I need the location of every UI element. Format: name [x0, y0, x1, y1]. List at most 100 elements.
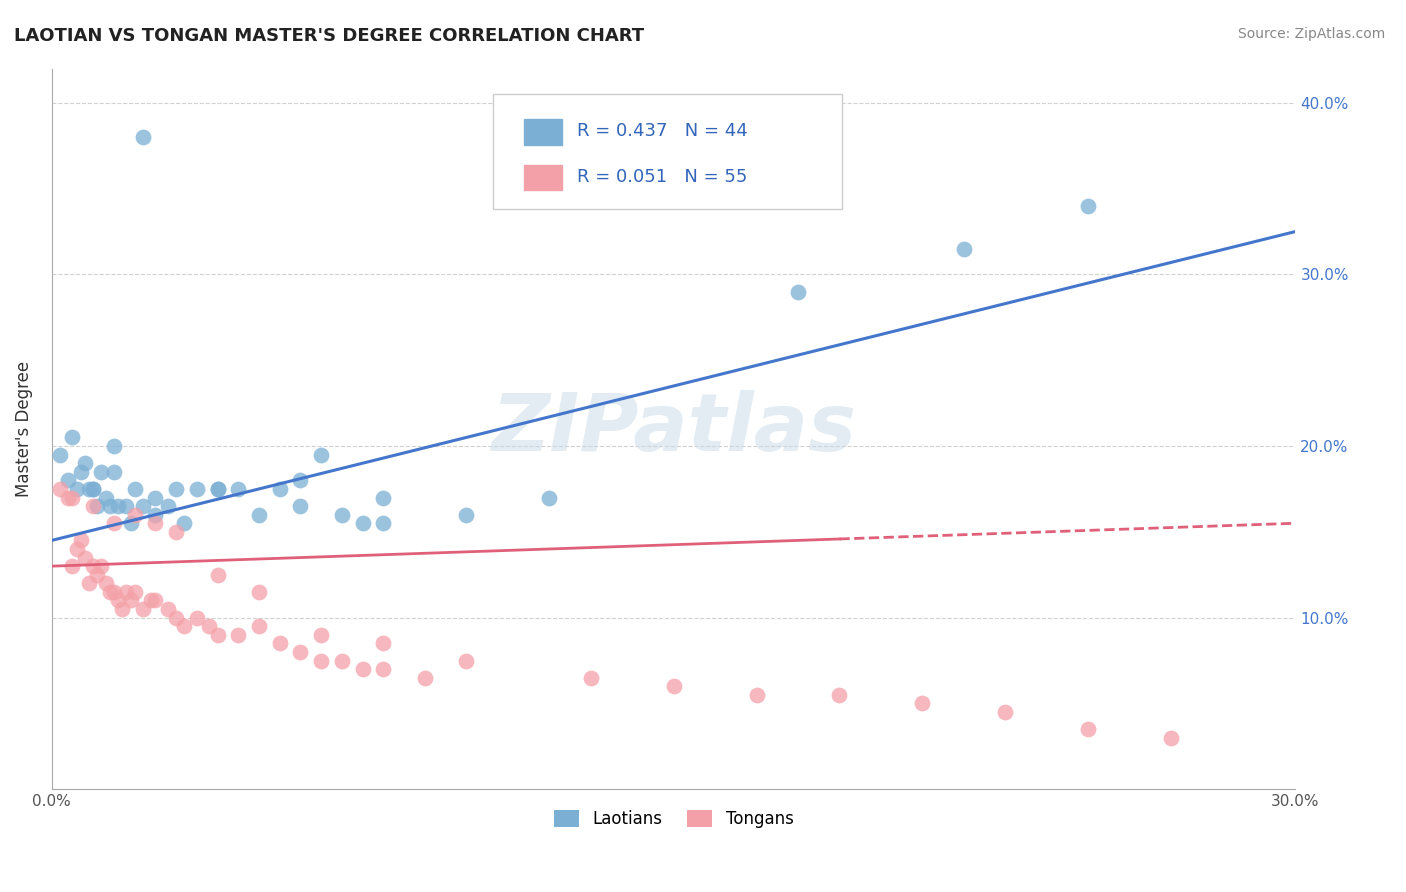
Point [132, 499, 155, 513]
Point [247, 619, 270, 633]
Point [186, 482, 208, 496]
Point [115, 499, 138, 513]
Point [269, 482, 291, 496]
Point [247, 508, 270, 522]
Point [156, 499, 179, 513]
Point [952, 242, 974, 256]
Point [77, 482, 100, 496]
Point [120, 593, 142, 607]
Point [207, 482, 229, 496]
Point [1077, 199, 1099, 213]
Point [120, 516, 142, 531]
Point [207, 567, 229, 582]
Point [828, 688, 851, 702]
Point [538, 491, 561, 505]
Point [65, 482, 87, 496]
Point [132, 130, 155, 145]
Point [156, 602, 179, 616]
Point [456, 653, 478, 667]
Point [373, 491, 395, 505]
Point [198, 619, 221, 633]
Point [911, 697, 934, 711]
Point [1077, 722, 1099, 736]
Point [90, 559, 112, 574]
Point [330, 653, 353, 667]
Point [107, 499, 129, 513]
Point [124, 508, 146, 522]
Point [124, 585, 146, 599]
Point [290, 499, 312, 513]
Point [290, 645, 312, 659]
Point [82, 559, 104, 574]
Point [98, 499, 121, 513]
Point [247, 585, 270, 599]
Point [456, 508, 478, 522]
Y-axis label: Master's Degree: Master's Degree [15, 360, 32, 497]
Point [82, 499, 104, 513]
Point [269, 636, 291, 650]
Point [86, 499, 108, 513]
Point [165, 610, 187, 624]
Point [662, 679, 685, 693]
Point [352, 662, 374, 676]
Point [165, 524, 187, 539]
Point [787, 285, 810, 299]
Point [309, 628, 332, 642]
Point [226, 482, 249, 496]
Point [124, 482, 146, 496]
Point [165, 482, 187, 496]
Point [69, 465, 91, 479]
Point [132, 602, 155, 616]
Point [103, 465, 125, 479]
Text: Source: ZipAtlas.com: Source: ZipAtlas.com [1237, 27, 1385, 41]
Point [309, 653, 332, 667]
Point [413, 671, 436, 685]
Point [745, 688, 768, 702]
Point [103, 516, 125, 531]
Point [309, 448, 332, 462]
Point [186, 610, 208, 624]
Text: ZIPatlas: ZIPatlas [491, 390, 856, 468]
Legend: Laotians, Tongans: Laotians, Tongans [547, 804, 800, 835]
Point [82, 482, 104, 496]
Point [330, 508, 353, 522]
Point [103, 585, 125, 599]
Point [994, 705, 1017, 719]
Point [73, 550, 96, 565]
Point [373, 516, 395, 531]
Point [1160, 731, 1182, 745]
Point [82, 482, 104, 496]
Point [98, 585, 121, 599]
Point [145, 516, 167, 531]
Point [90, 465, 112, 479]
Point [207, 628, 229, 642]
Point [69, 533, 91, 548]
Point [290, 474, 312, 488]
Point [226, 628, 249, 642]
Point [352, 516, 374, 531]
Point [62, 491, 84, 505]
Point [579, 671, 602, 685]
Point [115, 585, 138, 599]
Point [49, 448, 72, 462]
Bar [524, 120, 561, 145]
Text: LAOTIAN VS TONGAN MASTER'S DEGREE CORRELATION CHART: LAOTIAN VS TONGAN MASTER'S DEGREE CORREL… [14, 27, 644, 45]
Point [373, 662, 395, 676]
Point [58, 491, 80, 505]
Point [58, 474, 80, 488]
Point [73, 456, 96, 470]
Point [62, 430, 84, 444]
Text: R = 0.437   N = 44: R = 0.437 N = 44 [576, 122, 748, 140]
Point [145, 508, 167, 522]
Point [173, 619, 195, 633]
Point [103, 439, 125, 453]
Point [111, 602, 134, 616]
Point [94, 491, 117, 505]
Point [145, 593, 167, 607]
Point [77, 576, 100, 591]
FancyBboxPatch shape [494, 94, 842, 209]
Point [86, 567, 108, 582]
Text: R = 0.051   N = 55: R = 0.051 N = 55 [576, 168, 747, 186]
Point [173, 516, 195, 531]
Point [65, 541, 87, 556]
